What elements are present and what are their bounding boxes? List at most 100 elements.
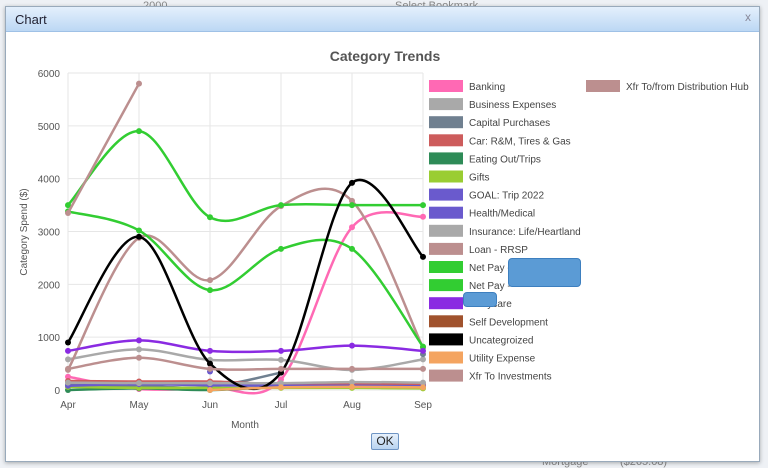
legend-label: Net Pay - xyxy=(469,263,511,274)
data-point xyxy=(278,202,284,209)
data-point xyxy=(349,379,355,386)
series-line xyxy=(67,380,424,385)
data-point xyxy=(278,380,284,387)
legend-swatch xyxy=(429,134,463,147)
data-point xyxy=(420,379,426,386)
legend-label: Loan - RRSP xyxy=(469,245,528,256)
series-line xyxy=(67,339,424,354)
data-point xyxy=(420,253,426,260)
data-point xyxy=(349,224,355,231)
data-point xyxy=(65,202,71,209)
series-line xyxy=(66,187,425,371)
y-axis-label: Category Spend ($) xyxy=(19,188,30,275)
legend-swatch xyxy=(429,170,463,183)
legend-swatch xyxy=(429,116,463,129)
data-point xyxy=(207,365,213,372)
data-point xyxy=(65,373,71,380)
data-point xyxy=(207,360,213,367)
legend-label: Net Pay - xyxy=(469,281,511,292)
x-tick-label: Jul xyxy=(275,400,288,411)
legend-swatch xyxy=(429,315,463,328)
data-point xyxy=(207,277,213,284)
legend-swatch xyxy=(429,333,463,346)
legend-swatch xyxy=(429,188,463,201)
x-axis-label: Month xyxy=(231,420,259,431)
x-tick-label: Sep xyxy=(414,400,432,411)
legend-swatch xyxy=(429,279,463,292)
data-point xyxy=(278,384,284,391)
dialog-titlebar[interactable]: Chart x xyxy=(6,7,759,32)
legend-label: Xfr To Investments xyxy=(469,372,552,383)
data-point xyxy=(136,233,142,240)
y-tick-label: 6000 xyxy=(38,69,61,80)
data-point xyxy=(420,213,426,220)
data-point xyxy=(349,245,355,252)
data-point xyxy=(136,337,142,344)
legend-swatch xyxy=(429,80,463,92)
legend-swatch xyxy=(429,351,463,364)
data-point xyxy=(207,287,213,294)
data-point xyxy=(207,380,213,387)
legend-label: Insurance: Life/Heartland xyxy=(469,227,581,238)
y-tick-label: 0 xyxy=(54,386,60,397)
data-point xyxy=(136,80,142,87)
legend-swatch xyxy=(429,297,463,310)
series-line xyxy=(66,82,141,214)
data-point xyxy=(207,347,213,354)
legend-label: Uncategroized xyxy=(469,335,533,346)
data-point xyxy=(136,354,142,361)
y-tick-label: 1000 xyxy=(38,333,61,344)
x-tick-label: Aug xyxy=(343,400,361,411)
data-point xyxy=(349,342,355,349)
data-point xyxy=(420,365,426,372)
dialog-title: Chart xyxy=(15,12,47,27)
data-point xyxy=(420,356,426,363)
data-point xyxy=(278,245,284,252)
legend-swatch xyxy=(429,242,463,255)
legend-label: Business Expenses xyxy=(469,100,556,111)
data-point xyxy=(349,383,355,390)
data-point xyxy=(136,380,142,387)
series-line xyxy=(67,129,423,223)
data-point xyxy=(65,210,71,217)
legend-swatch xyxy=(429,224,463,237)
data-point xyxy=(420,202,426,209)
data-point xyxy=(278,365,284,372)
data-point xyxy=(349,365,355,372)
series-line xyxy=(67,356,423,371)
close-icon[interactable]: x xyxy=(745,10,751,24)
chart-title: Category Trends xyxy=(330,48,441,64)
legend-label: Capital Purchases xyxy=(469,118,550,129)
redaction-box xyxy=(508,258,581,287)
data-point xyxy=(420,343,426,350)
y-tick-label: 4000 xyxy=(38,175,61,186)
data-point xyxy=(349,197,355,204)
data-point xyxy=(136,346,142,353)
legend-label: Utility Expense xyxy=(469,354,536,365)
data-point xyxy=(278,356,284,363)
data-point xyxy=(65,356,71,363)
legend-label: Self Development xyxy=(469,317,548,328)
legend-swatch xyxy=(586,80,620,92)
y-tick-label: 3000 xyxy=(38,228,61,239)
x-tick-label: Apr xyxy=(60,400,76,411)
data-point xyxy=(136,128,142,135)
legend-swatch xyxy=(429,206,463,219)
legend-label: GOAL: Trip 2022 xyxy=(469,191,544,202)
data-point xyxy=(278,347,284,354)
legend-swatch xyxy=(429,98,463,111)
ok-button[interactable]: OK xyxy=(371,433,399,450)
legend-label: Gifts xyxy=(469,173,490,184)
data-point xyxy=(65,339,71,346)
data-point xyxy=(136,227,142,234)
data-point xyxy=(65,347,71,354)
data-point xyxy=(349,202,355,209)
legend-swatch xyxy=(429,261,463,273)
data-point xyxy=(420,384,426,391)
series-line xyxy=(209,385,424,392)
legend-label: Car: R&M, Tires & Gas xyxy=(469,136,571,147)
legend-label: Health/Medical xyxy=(469,209,535,220)
data-point xyxy=(207,214,213,221)
x-tick-label: May xyxy=(130,400,149,411)
legend-swatch xyxy=(429,152,463,165)
